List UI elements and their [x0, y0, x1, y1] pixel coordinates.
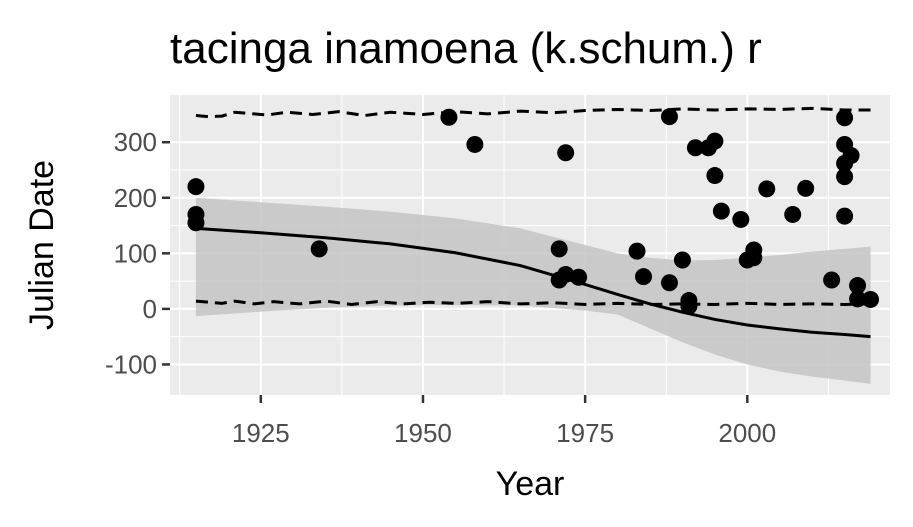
data-point	[550, 240, 568, 258]
data-point	[557, 265, 575, 283]
data-point	[635, 268, 653, 286]
data-point	[628, 242, 646, 260]
data-point	[557, 144, 575, 162]
x-tick-label: 1950	[394, 418, 452, 448]
data-point	[686, 139, 704, 157]
y-tick-label: 300	[114, 127, 157, 157]
data-point	[758, 180, 776, 198]
chart-title: tacinga inamoena (k.schum.) r	[170, 24, 762, 73]
y-axis-title: Julian Date	[23, 160, 61, 330]
data-point	[187, 214, 205, 232]
y-tick-label: 0	[143, 294, 157, 324]
data-point	[836, 168, 854, 186]
x-tick-label: 2000	[718, 418, 776, 448]
data-point	[712, 202, 730, 220]
points-layer	[187, 108, 880, 315]
x-tick-label: 1975	[556, 418, 614, 448]
data-point	[862, 290, 880, 308]
y-tick-label: -100	[105, 349, 157, 379]
y-tick-label: 200	[114, 183, 157, 213]
fit-line-layer	[195, 226, 871, 339]
data-point	[849, 290, 867, 308]
upper-quantile-line	[195, 106, 871, 119]
data-point	[842, 147, 860, 165]
confidence-band	[195, 197, 871, 384]
x-tick-label: 1925	[232, 418, 290, 448]
data-point	[310, 240, 328, 258]
axes: 1925 1950 1975 2000 -100 0 100 200 300	[105, 127, 776, 448]
data-point	[187, 178, 205, 196]
fit-line	[195, 226, 871, 339]
data-point	[706, 132, 724, 150]
data-point	[440, 108, 458, 126]
data-point	[784, 205, 802, 223]
x-axis-title: Year	[496, 465, 565, 503]
data-point	[849, 277, 867, 295]
quantile-lines-layer	[195, 106, 871, 306]
data-point	[823, 271, 841, 289]
data-point	[797, 179, 815, 197]
data-point	[660, 274, 678, 292]
confidence-band-layer	[195, 197, 871, 384]
data-point	[673, 251, 691, 269]
data-point	[732, 210, 750, 228]
data-point	[466, 135, 484, 153]
lower-quantile-line	[195, 299, 871, 306]
data-point	[836, 207, 854, 225]
y-tick-label: 100	[114, 238, 157, 268]
data-point	[706, 167, 724, 185]
data-point	[745, 249, 763, 267]
data-point	[570, 268, 588, 286]
data-point	[836, 109, 854, 127]
data-point	[680, 297, 698, 315]
data-point	[660, 108, 678, 126]
